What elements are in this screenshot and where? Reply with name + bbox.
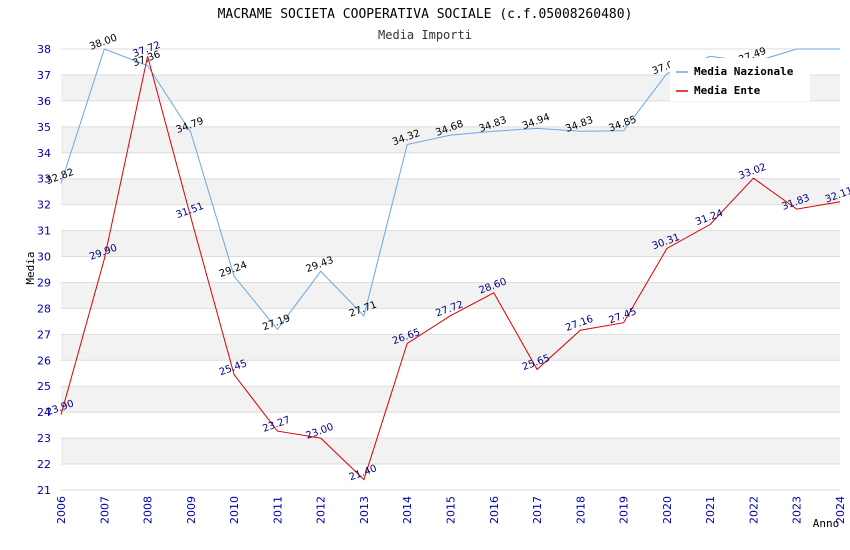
x-tick-label: 2014 <box>401 496 414 524</box>
y-tick-label: 25 <box>37 380 51 393</box>
x-tick-label: 2008 <box>142 496 155 524</box>
x-tick-label: 2007 <box>98 496 111 524</box>
y-tick-label: 35 <box>37 121 51 134</box>
x-tick-label: 2017 <box>531 496 544 524</box>
legend: Media Nazionale Media Ente <box>670 58 810 101</box>
y-tick-label: 36 <box>37 95 51 108</box>
x-tick-label: 2011 <box>271 496 284 524</box>
x-tick-label: 2020 <box>661 496 674 524</box>
grid-band <box>61 126 840 153</box>
series-line-media-nazionale <box>60 48 840 331</box>
y-axis: 21 22 23 24 25 26 27 28 29 30 31 32 33 34 35 36 37 38 <box>37 43 51 497</box>
data-label: 29.24 <box>218 260 249 280</box>
y-tick-label: 32 <box>37 199 51 212</box>
data-label: 27.45 <box>607 306 638 326</box>
data-label: 21.40 <box>348 463 379 483</box>
x-tick-label: 2018 <box>574 496 587 524</box>
y-tick-label: 37 <box>37 69 51 82</box>
y-tick-label: 26 <box>37 354 51 367</box>
grid-band <box>61 178 840 205</box>
x-tick-label: 2009 <box>185 496 198 524</box>
series-line-media-ente <box>60 56 841 481</box>
x-tick-label: 2024 <box>834 496 847 524</box>
x-tick-label: 2021 <box>704 496 717 524</box>
data-label: 27.19 <box>261 313 292 333</box>
data-label: 25.45 <box>218 358 249 378</box>
grid-bands <box>61 48 840 491</box>
y-tick-label: 33 <box>37 173 51 186</box>
grid-band <box>61 386 840 413</box>
y-tick-label: 29 <box>37 276 51 289</box>
data-label: 38.00 <box>88 33 119 53</box>
y-tick-label: 30 <box>37 251 51 264</box>
x-tick-label: 2019 <box>618 496 631 524</box>
y-tick-label: 34 <box>37 147 51 160</box>
legend-box <box>670 58 810 101</box>
data-label: 23.90 <box>45 398 76 418</box>
chart-subtitle: Media Importi <box>378 28 472 42</box>
x-tick-label: 2010 <box>228 496 241 524</box>
x-axis-title: Anno <box>813 517 840 530</box>
x-tick-label: 2013 <box>358 496 371 524</box>
data-label: 23.27 <box>261 415 292 435</box>
x-tick-label: 2022 <box>747 496 760 524</box>
y-tick-label: 28 <box>37 302 51 315</box>
y-axis-title: Media <box>24 251 37 284</box>
legend-label-media-nazionale: Media Nazionale <box>694 65 794 78</box>
grid-band <box>61 230 840 257</box>
grid-band <box>61 282 840 309</box>
y-tick-label: 24 <box>37 406 51 419</box>
x-tick-label: 2016 <box>488 496 501 524</box>
x-tick-label: 2023 <box>791 496 804 524</box>
x-tick-label: 2012 <box>315 496 328 524</box>
y-tick-label: 31 <box>37 225 51 238</box>
y-tick-label: 23 <box>37 432 51 445</box>
x-tick-label: 2006 <box>55 496 68 524</box>
x-tick-label: 2015 <box>445 496 458 524</box>
chart-title: MACRAME SOCIETA COOPERATIVA SOCIALE (c.f… <box>218 7 633 22</box>
y-tick-label: 38 <box>37 43 51 56</box>
legend-label-media-ente: Media Ente <box>694 84 761 97</box>
y-tick-label: 27 <box>37 328 51 341</box>
grid-band <box>61 438 840 465</box>
y-tick-label: 22 <box>37 458 51 471</box>
x-axis: 2006 2007 2008 2009 2010 2011 2012 2013 2014 2015… <box>55 496 847 524</box>
y-tick-label: 21 <box>37 484 51 497</box>
grid-band <box>61 334 840 361</box>
plot-area <box>60 48 841 481</box>
